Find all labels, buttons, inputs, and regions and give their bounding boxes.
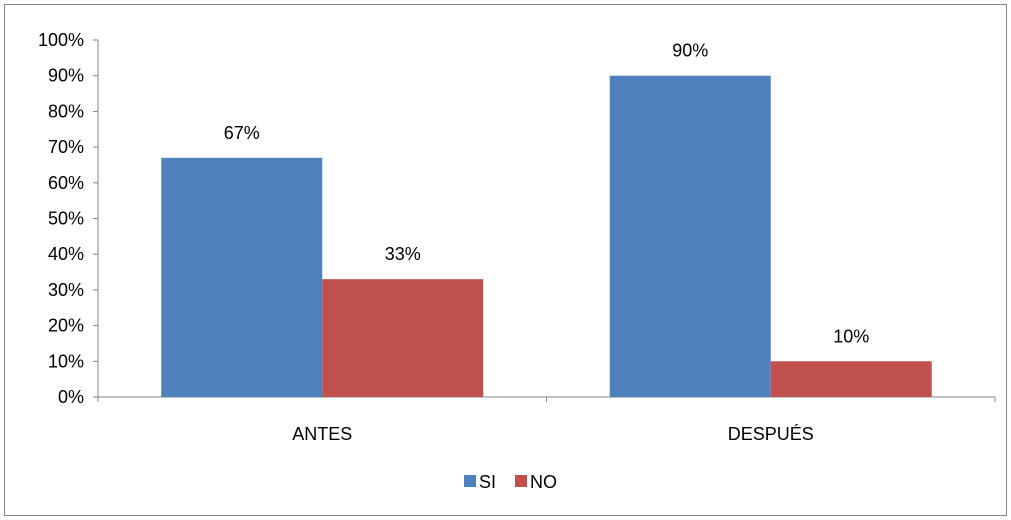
x-category-label: ANTES: [292, 424, 352, 444]
bar-data-labels: 67% 33% 90% 10%: [224, 41, 870, 347]
legend-swatch-si: [464, 475, 476, 487]
bar-data-label: 33%: [385, 244, 421, 264]
bars: [161, 75, 932, 397]
legend-label-si: SI: [479, 472, 496, 492]
y-tick-label: 40%: [48, 244, 84, 264]
bar-data-label: 10%: [833, 326, 869, 346]
y-tick-label: 50%: [48, 209, 84, 229]
y-tick-label: 90%: [48, 66, 84, 86]
y-tick-label: 100%: [38, 30, 84, 50]
y-axis-tick-labels: 0% 10% 20% 30% 40% 50% 60% 70% 80% 90% 100%: [38, 30, 98, 407]
y-tick-label: 60%: [48, 173, 84, 193]
x-axis-category-labels: ANTES DESPUÉS: [97, 397, 996, 444]
bar-data-label: 67%: [224, 123, 260, 143]
y-tick-label: 0%: [58, 387, 84, 407]
bar-data-label: 90%: [672, 41, 708, 61]
legend-label-no: NO: [530, 472, 557, 492]
bar-no-antes: [322, 279, 484, 397]
y-tick-label: 30%: [48, 280, 84, 300]
y-tick-label: 80%: [48, 101, 84, 121]
bar-si-antes: [161, 157, 323, 397]
legend: SI NO: [464, 472, 557, 492]
y-tick-label: 10%: [48, 351, 84, 371]
bar-no-después: [770, 361, 932, 397]
x-category-label: DESPUÉS: [728, 424, 814, 444]
legend-swatch-no: [515, 475, 527, 487]
y-tick-label: 70%: [48, 137, 84, 157]
bar-si-después: [609, 75, 771, 397]
y-tick-label: 20%: [48, 316, 84, 336]
